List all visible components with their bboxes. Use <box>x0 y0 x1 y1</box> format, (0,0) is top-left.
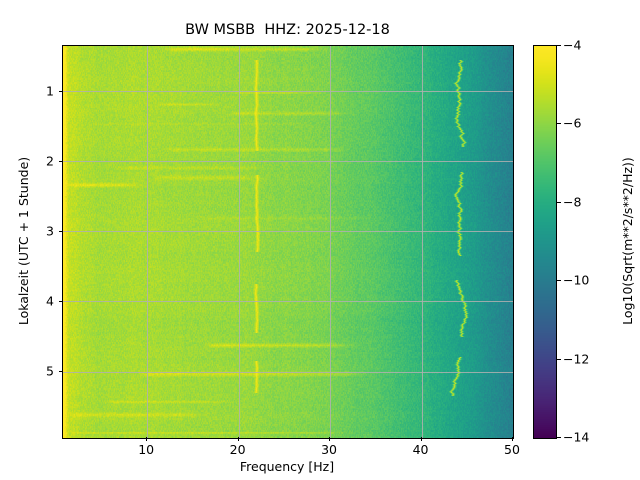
y-tick-label: 1 <box>46 83 54 98</box>
colorbar-label: Log10(Sqrt(m**2/s**2/Hz)) <box>620 157 635 325</box>
gridline-horizontal <box>63 231 513 232</box>
y-tick-mark <box>58 300 62 302</box>
x-tick-mark <box>512 437 513 441</box>
x-tick-mark <box>420 437 422 441</box>
colorbar-tick-label: −12 <box>563 351 590 367</box>
y-tick-mark <box>58 90 62 92</box>
x-axis-label: Frequency [Hz] <box>239 459 335 474</box>
x-tick-label: 30 <box>321 442 338 457</box>
page-title: BW MSBB HHZ: 2025-12-18 <box>185 22 390 38</box>
spectrogram-plot-area[interactable] <box>62 45 514 439</box>
y-tick-label: 2 <box>46 153 54 168</box>
x-tick-label: 20 <box>229 442 246 457</box>
x-tick-label: 50 <box>504 442 520 457</box>
x-tick-mark <box>237 437 239 441</box>
x-tick-label: 10 <box>138 442 155 457</box>
y-tick-mark <box>58 370 62 372</box>
gridline-horizontal <box>63 301 513 302</box>
colorbar-tick-mark <box>557 280 561 282</box>
colorbar[interactable] <box>533 45 557 439</box>
y-tick-label: 5 <box>46 363 54 378</box>
colorbar-gradient <box>534 46 556 438</box>
colorbar-tick-mark <box>557 123 561 125</box>
y-axis-label: Lokalzeit (UTC + 1 Stunde) <box>16 156 31 326</box>
spectrogram-image <box>63 46 513 438</box>
y-tick-mark <box>58 230 62 232</box>
x-tick-mark <box>329 437 331 441</box>
y-tick-mark <box>58 160 62 162</box>
colorbar-tick-label: −10 <box>563 272 590 288</box>
colorbar-tick-mark <box>557 358 561 360</box>
gridline-horizontal <box>63 372 513 373</box>
colorbar-tick-mark <box>557 201 561 203</box>
x-tick-mark <box>146 437 148 441</box>
gridline-horizontal <box>63 91 513 92</box>
gridline-horizontal <box>63 161 513 162</box>
gridline-vertical <box>422 46 423 438</box>
gridline-vertical <box>239 46 240 438</box>
x-tick-label: 40 <box>412 442 429 457</box>
colorbar-tick-label: −8 <box>563 194 582 210</box>
colorbar-tick-mark <box>557 437 561 438</box>
gridline-vertical <box>147 46 148 438</box>
y-tick-label: 3 <box>46 223 54 238</box>
colorbar-tick-label: −6 <box>563 115 582 131</box>
colorbar-tick-label: −14 <box>563 429 590 445</box>
colorbar-tick-mark <box>557 45 561 46</box>
colorbar-tick-label: −4 <box>563 37 582 53</box>
gridline-vertical <box>330 46 331 438</box>
y-tick-label: 4 <box>46 293 54 308</box>
